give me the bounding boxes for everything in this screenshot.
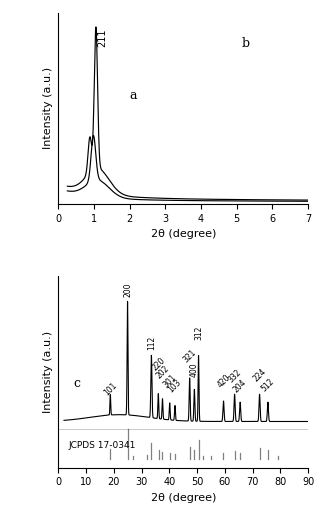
Text: c: c — [73, 377, 81, 390]
Text: 301: 301 — [161, 373, 178, 389]
Text: JCPDS 17-0341: JCPDS 17-0341 — [69, 442, 136, 451]
Text: 101: 101 — [102, 380, 118, 397]
Text: 200: 200 — [123, 283, 132, 297]
Text: 202: 202 — [154, 364, 171, 381]
Text: 321: 321 — [181, 348, 198, 364]
Y-axis label: Intensity (a.u.): Intensity (a.u.) — [43, 67, 53, 149]
X-axis label: 2θ (degree): 2θ (degree) — [151, 493, 216, 503]
X-axis label: 2θ (degree): 2θ (degree) — [151, 229, 216, 239]
Text: 204: 204 — [232, 378, 248, 394]
Text: 224: 224 — [251, 367, 268, 383]
Text: a: a — [130, 89, 137, 102]
Text: 512: 512 — [260, 377, 276, 393]
Text: 400: 400 — [190, 362, 199, 377]
Y-axis label: Intensity (a.u.): Intensity (a.u.) — [43, 331, 53, 413]
Text: b: b — [242, 37, 250, 50]
Text: 332: 332 — [226, 368, 243, 384]
Text: 220: 220 — [150, 356, 167, 372]
Text: 103: 103 — [167, 378, 183, 394]
Text: 420: 420 — [215, 373, 232, 389]
Text: 112: 112 — [147, 335, 156, 350]
Text: 211: 211 — [98, 29, 108, 47]
Text: 312: 312 — [194, 325, 203, 340]
